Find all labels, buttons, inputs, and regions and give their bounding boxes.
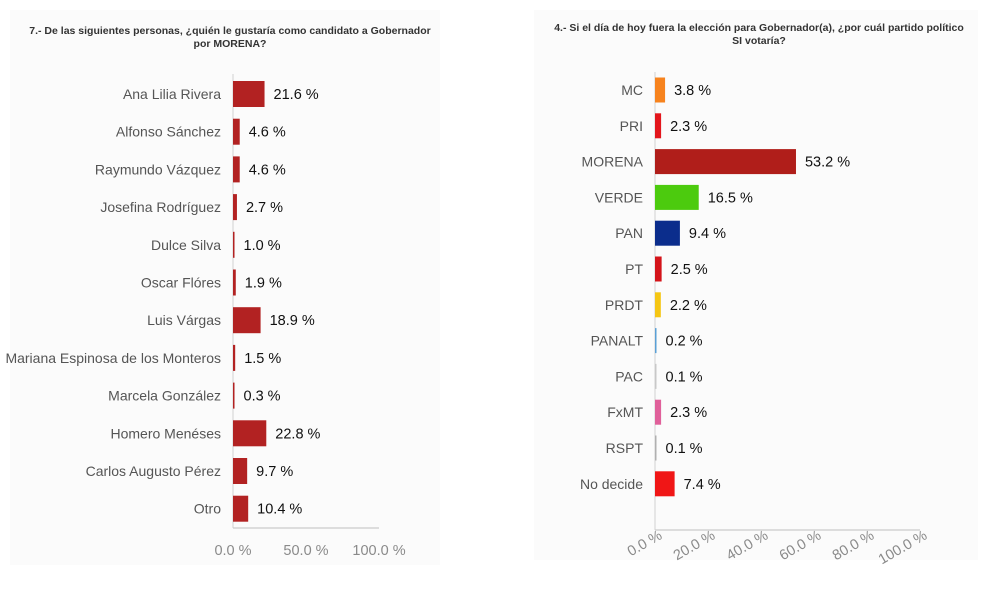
data-label: 1.0 % <box>244 238 281 254</box>
data-label: 2.7 % <box>246 200 283 216</box>
category-label: Josefina Rodríguez <box>100 199 221 215</box>
panel-background <box>534 10 978 560</box>
category-label: Marcela González <box>108 388 221 404</box>
category-label: PRI <box>620 118 643 134</box>
bar <box>233 231 235 258</box>
category-label: MC <box>621 82 643 98</box>
chart-title-question: ¿por cuál partido político SI votaría? <box>732 22 964 47</box>
data-label: 21.6 % <box>274 87 319 103</box>
x-tick-label: 80.0 % <box>830 528 877 564</box>
category-label: Homero Menéses <box>111 425 222 441</box>
data-label: 0.1 % <box>666 441 703 457</box>
bar <box>233 307 261 334</box>
bar <box>655 435 657 461</box>
category-label: VERDE <box>595 189 643 205</box>
bar <box>233 156 240 183</box>
data-label: 18.9 % <box>270 313 315 329</box>
bar <box>655 113 662 139</box>
panel-background <box>10 10 440 565</box>
category-label: Mariana Espinosa de los Monteros <box>5 350 221 366</box>
bar <box>233 118 240 145</box>
bar <box>233 495 249 522</box>
chart-title: 4.- Si el día de hoy fuera la elección p… <box>549 22 969 48</box>
chart-title-question: ¿quién le gustaría como candidato a Gobe… <box>185 25 431 50</box>
data-label: 53.2 % <box>805 155 850 171</box>
bar <box>233 194 237 221</box>
bar <box>233 344 236 371</box>
data-label: 16.5 % <box>708 190 753 206</box>
category-label: Dulce Silva <box>151 237 221 253</box>
bar <box>233 81 265 107</box>
data-label: 4.6 % <box>249 162 286 178</box>
x-tick-label: 20.0 % <box>671 528 718 564</box>
bar <box>233 420 267 447</box>
data-label: 2.2 % <box>670 298 707 314</box>
x-tick-label: 60.0 % <box>777 528 824 564</box>
bar <box>655 184 699 210</box>
bar <box>655 399 662 425</box>
data-label: 22.8 % <box>275 426 320 442</box>
bar <box>233 382 235 409</box>
x-tick-label: 50.0 % <box>283 543 328 559</box>
data-label: 2.3 % <box>670 119 707 135</box>
category-label: Carlos Augusto Pérez <box>86 463 221 479</box>
data-label: 1.5 % <box>244 351 281 367</box>
chart-title: 7.- De las siguientes personas, ¿quién l… <box>20 25 440 51</box>
data-label: 9.7 % <box>256 464 293 480</box>
category-label: PAN <box>615 225 643 241</box>
category-label: Luis Várgas <box>147 312 221 328</box>
chart-panel-candidates: 7.- De las siguientes personas, ¿quién l… <box>5 10 440 565</box>
parties-bar-chart: MC 3.8 % PRI 2.3 % MORENA 53.2 % VERDE 16.5 % PA… <box>580 72 930 568</box>
data-label: 0.1 % <box>666 369 703 385</box>
bar <box>233 458 248 484</box>
data-label: 3.8 % <box>674 83 711 99</box>
data-label: 0.2 % <box>666 334 703 350</box>
chart-title-prefix: 7.- De las siguientes personas, <box>29 25 186 37</box>
x-tick-label: 0.0 % <box>214 543 251 559</box>
x-tick-label: 40.0 % <box>724 528 771 564</box>
category-label: PAC <box>615 368 643 384</box>
category-label: Oscar Flóres <box>141 275 221 291</box>
data-label: 7.4 % <box>684 477 721 493</box>
chart-panel-parties: 4.- Si el día de hoy fuera la elección p… <box>534 10 978 568</box>
bar <box>655 149 796 175</box>
bar <box>655 328 657 354</box>
category-label: PRDT <box>605 297 644 313</box>
x-tick-label: 0.0 % <box>625 528 665 560</box>
bar <box>655 292 661 318</box>
data-label: 2.3 % <box>670 405 707 421</box>
bar <box>655 471 675 497</box>
category-label: PANALT <box>591 333 644 349</box>
category-label: Raymundo Vázquez <box>95 161 221 177</box>
category-label: Otro <box>194 501 221 517</box>
bar <box>655 363 657 389</box>
chart-title-prefix: 4.- Si el día de hoy fuera la elección p… <box>554 22 838 34</box>
category-label: FxMT <box>607 404 643 420</box>
bar <box>655 256 662 282</box>
data-label: 4.6 % <box>249 125 286 141</box>
data-label: 10.4 % <box>257 502 302 518</box>
bar <box>655 220 680 246</box>
bar <box>655 77 666 103</box>
data-label: 2.5 % <box>671 262 708 278</box>
category-label: No decide <box>580 476 643 492</box>
x-tick-label: 100.0 % <box>352 543 405 559</box>
x-tick-label: 100.0 % <box>876 528 930 569</box>
bar <box>233 269 236 296</box>
category-label: RSPT <box>606 440 644 456</box>
data-label: 9.4 % <box>689 226 726 242</box>
category-label: PT <box>625 261 643 277</box>
category-label: MORENA <box>582 154 644 170</box>
candidates-bar-chart: Ana Lilia Rivera 21.6 % Alfonso Sánchez 4.6… <box>5 74 406 559</box>
category-label: Alfonso Sánchez <box>116 124 221 140</box>
category-label: Ana Lilia Rivera <box>123 86 221 102</box>
data-label: 1.9 % <box>245 276 282 292</box>
data-label: 0.3 % <box>244 389 281 405</box>
